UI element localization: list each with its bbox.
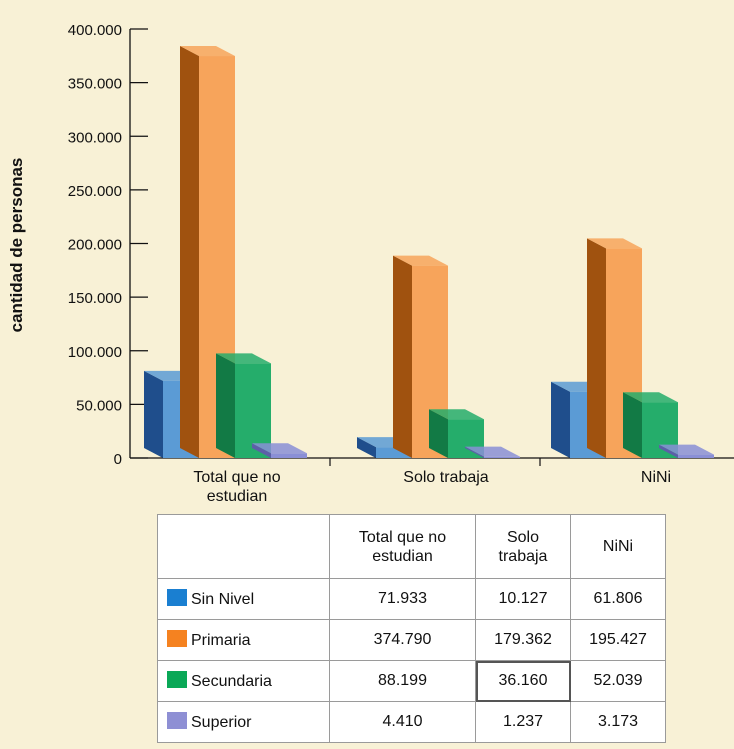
table-cell: 1.237 <box>475 701 571 743</box>
row-label-text: Primaria <box>191 632 251 649</box>
table-row-label: Superior <box>157 701 330 743</box>
legend-swatch <box>167 630 187 647</box>
bar-side-face <box>659 444 678 458</box>
table-cell: 195.427 <box>570 619 666 661</box>
bar <box>678 454 714 458</box>
bar-chart: 0 50.000 100.000 150.000 200.000 250.000 300.0… <box>7 22 734 505</box>
table-header-line: Solo <box>506 528 540 546</box>
table-cell: 71.933 <box>329 578 476 620</box>
table-cell: 4.410 <box>329 701 476 743</box>
bar-side-face <box>180 46 199 459</box>
table-header-row: Total que no estudian Solo trabaja NiNi <box>157 514 666 579</box>
y-tick-label: 50.000 <box>76 397 122 414</box>
x-tick-label: estudian <box>207 488 268 505</box>
bar <box>271 453 307 458</box>
table-header-line: NiNi <box>602 538 634 555</box>
table-cell: 52.039 <box>570 660 666 702</box>
row-label-text: Superior <box>191 714 252 731</box>
table-header-cell: Total que no estudian <box>329 514 476 579</box>
y-tick-label: 250.000 <box>68 183 122 200</box>
bar-side-face <box>551 381 570 458</box>
bar-top-face <box>659 444 714 455</box>
bar-side-face <box>252 443 271 458</box>
table-header-cell: Solo trabaja <box>475 514 571 579</box>
data-table: Total que no estudian Solo trabaja NiNi … <box>157 514 666 743</box>
bar-side-face <box>357 437 376 458</box>
bar-side-face <box>623 392 642 458</box>
legend-swatch <box>167 671 187 688</box>
y-tick-label: 400.000 <box>68 22 122 39</box>
bar-top-face <box>216 353 271 364</box>
table-header-line: trabaja <box>498 547 548 565</box>
table-row: Secundaria 88.199 36.160 52.039 <box>157 660 666 702</box>
bar-top-face <box>180 46 235 57</box>
y-tick-label: 100.000 <box>68 344 122 361</box>
table-cell: 88.199 <box>329 660 476 702</box>
y-tick-label: 200.000 <box>68 237 122 254</box>
table-header-line: Total que no <box>358 528 447 546</box>
x-tick-label: NiNi <box>641 469 671 486</box>
x-tick-label: Total que no <box>193 469 280 486</box>
table-row: Superior 4.410 1.237 3.173 <box>157 701 666 743</box>
table-cell: 179.362 <box>475 619 571 661</box>
bar-top-face <box>393 255 448 266</box>
bar-side-face <box>144 370 163 458</box>
table-header-line: estudian <box>372 547 433 565</box>
y-tick-label: 150.000 <box>68 290 122 307</box>
bar <box>235 363 271 458</box>
y-axis-label: cantidad de personas <box>7 158 26 333</box>
bar-top-face <box>465 446 520 457</box>
bar-top-face <box>252 443 307 454</box>
y-tick-label: 300.000 <box>68 129 122 146</box>
table-row-label: Primaria <box>157 619 330 661</box>
table-corner-cell <box>157 514 330 579</box>
bar-side-face <box>429 409 448 458</box>
bar-side-face <box>587 238 606 458</box>
bar-side-face <box>216 353 235 458</box>
table-row: Sin Nivel 71.933 10.127 61.806 <box>157 578 666 620</box>
bar-top-face <box>623 392 678 403</box>
table-cell: 61.806 <box>570 578 666 620</box>
bar <box>484 456 520 458</box>
bar-top-face <box>429 409 484 420</box>
table-header-cell: NiNi <box>570 514 666 579</box>
table-cell: 3.173 <box>570 701 666 743</box>
table-row-label: Secundaria <box>157 660 330 702</box>
bar-side-face <box>465 446 484 458</box>
table-cell: 374.790 <box>329 619 476 661</box>
legend-swatch <box>167 712 187 729</box>
x-tick-label: Solo trabaja <box>403 469 488 486</box>
bar-top-face <box>587 238 642 249</box>
y-tick-label: 0 <box>114 451 122 468</box>
y-tick-label: 350.000 <box>68 76 122 93</box>
table-row-label: Sin Nivel <box>157 578 330 620</box>
row-label-text: Secundaria <box>191 673 272 690</box>
bar <box>376 447 412 458</box>
legend-swatch <box>167 589 187 606</box>
bar-side-face <box>393 255 412 458</box>
table-cell-highlighted: 36.160 <box>475 660 571 702</box>
row-label-text: Sin Nivel <box>191 591 255 608</box>
table-cell: 10.127 <box>475 578 571 620</box>
table-row: Primaria 374.790 179.362 195.427 <box>157 619 666 661</box>
